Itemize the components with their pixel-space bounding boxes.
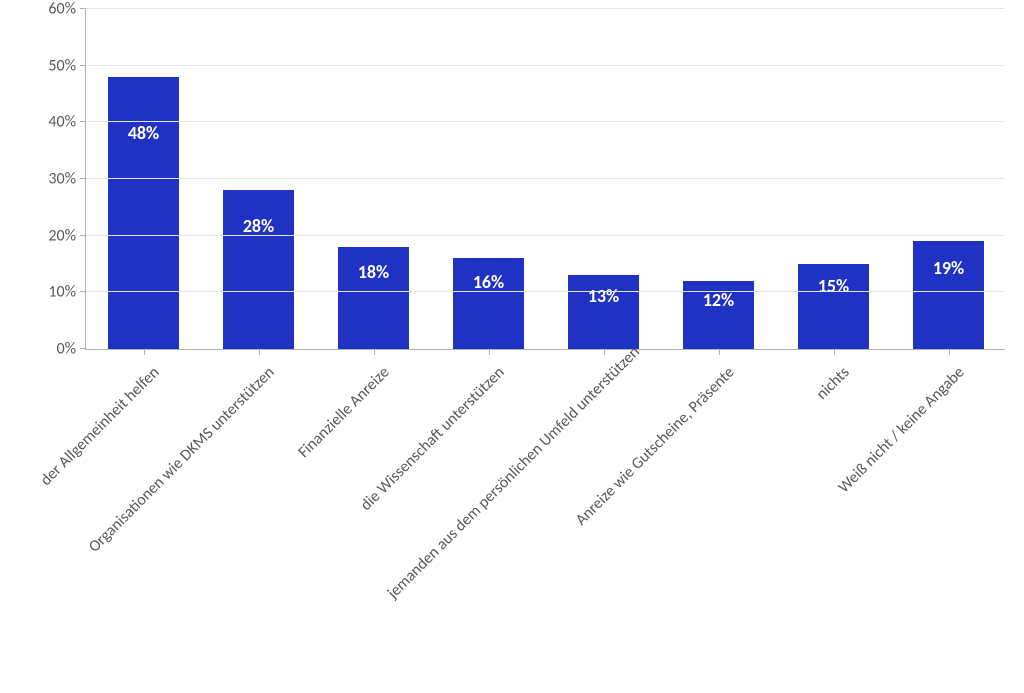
bar-value-label: 12% (703, 289, 734, 311)
x-axis-category-label: die Wissenschaft unterstützen (268, 363, 508, 603)
grid-line (86, 121, 1005, 122)
x-tick-mark (719, 349, 720, 355)
y-axis-tick-label: 60% (48, 0, 86, 19)
x-axis-category-label: jemanden aus dem persönlichen Umfeld unt… (383, 363, 623, 603)
bar-slot: 48% (86, 10, 201, 349)
bars-container: 48% 28% 18% 16% 13% 12% 15% 19% (86, 10, 1005, 349)
grid-line (86, 8, 1005, 9)
bar-slot: 13% (546, 10, 661, 349)
bar-value-label: 48% (128, 122, 159, 144)
bar-value-label: 18% (358, 261, 389, 283)
y-axis-tick-label: 10% (48, 283, 86, 302)
x-axis-category-label: nichts (613, 363, 853, 603)
x-tick-mark (834, 349, 835, 355)
x-tick-mark (949, 349, 950, 355)
bar-slot: 15% (776, 10, 891, 349)
x-axis-category-label: Finanzielle Anreize (153, 363, 393, 603)
x-tick-mark (489, 349, 490, 355)
bar-slot: 28% (201, 10, 316, 349)
bar (108, 77, 179, 349)
bar-value-label: 28% (243, 215, 274, 237)
bar-value-label: 15% (818, 275, 849, 297)
x-tick-mark (604, 349, 605, 355)
y-axis-tick-label: 30% (48, 170, 86, 189)
y-axis-tick-label: 20% (48, 226, 86, 245)
x-tick-mark (144, 349, 145, 355)
grid-line (86, 178, 1005, 179)
bar-value-label: 13% (588, 285, 619, 307)
grid-line (86, 65, 1005, 66)
bar-slot: 19% (891, 10, 1006, 349)
x-tick-mark (374, 349, 375, 355)
bar-slot: 18% (316, 10, 431, 349)
bar-slot: 16% (431, 10, 546, 349)
x-tick-mark (259, 349, 260, 355)
bar-slot: 12% (661, 10, 776, 349)
bar-value-label: 16% (473, 271, 504, 293)
x-axis-category-label: Organisationen wie DKMS unterstützen (38, 363, 278, 603)
y-axis-tick-label: 50% (48, 56, 86, 75)
bar-chart: 48% 28% 18% 16% 13% 12% 15% 19% 0% 10% 20% 30% 40% 5… (0, 0, 1024, 693)
x-axis-category-label: Anreize wie Gutscheine, Präsente (498, 363, 738, 603)
grid-line (86, 235, 1005, 236)
x-axis-category-label: Weiß nicht / keine Angabe (728, 363, 968, 603)
y-axis-tick-label: 0% (56, 340, 86, 359)
grid-line (86, 291, 1005, 292)
y-axis-tick-label: 40% (48, 113, 86, 132)
bar-value-label: 19% (933, 257, 964, 279)
plot-area: 48%28%18%16%13%12%15%19% 0%10%20%30%40%5… (85, 10, 1005, 350)
